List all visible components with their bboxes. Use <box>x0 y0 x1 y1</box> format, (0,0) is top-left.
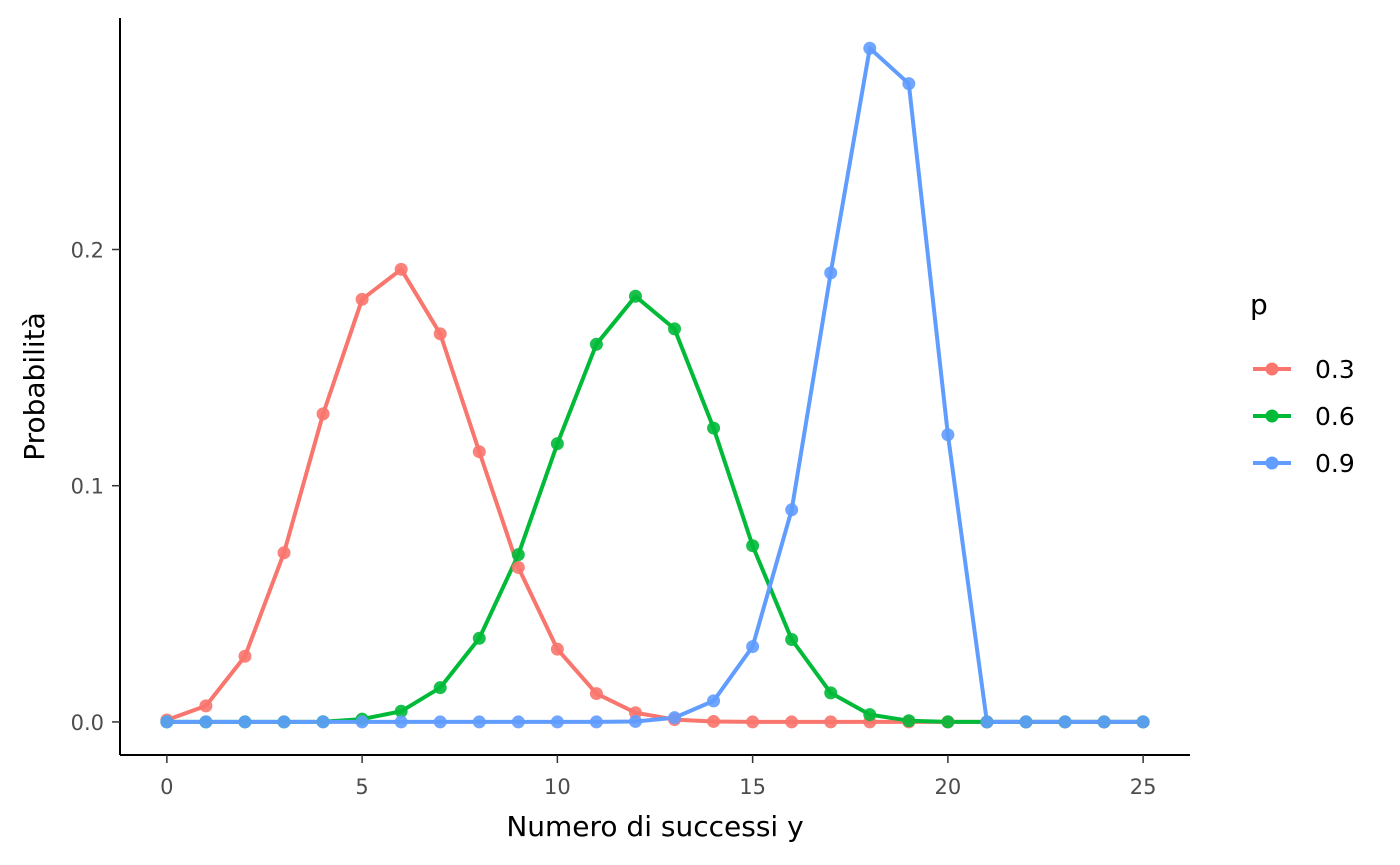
data-point-0.6 <box>824 686 838 700</box>
data-point-0.9 <box>589 715 603 729</box>
data-point-0.9 <box>785 503 799 517</box>
x-tick-label: 0 <box>160 775 173 799</box>
legend-item-0.6: 0.6 <box>1253 402 1355 431</box>
y-tick-label: 0.2 <box>71 238 104 262</box>
data-point-0.6 <box>472 631 486 645</box>
data-point-0.9 <box>707 694 721 708</box>
data-point-0.3 <box>472 445 486 459</box>
data-point-0.9 <box>511 715 525 729</box>
series-line-0.9 <box>166 46 1144 724</box>
series-points <box>160 41 1150 729</box>
legend-key-point <box>1265 362 1279 376</box>
data-point-0.9 <box>746 640 760 654</box>
data-point-0.6 <box>785 632 799 646</box>
data-point-0.9 <box>472 715 486 729</box>
data-point-0.3 <box>316 407 330 421</box>
series-lines <box>166 46 1144 724</box>
data-point-0.9 <box>668 711 682 725</box>
data-point-0.9 <box>199 715 213 729</box>
data-point-0.9 <box>1058 715 1072 729</box>
legend-label: 0.9 <box>1315 449 1355 478</box>
series-line-0.3 <box>166 267 1144 724</box>
data-point-0.9 <box>238 715 252 729</box>
legend-label: 0.3 <box>1315 355 1355 384</box>
data-point-0.6 <box>550 437 564 451</box>
data-point-0.9 <box>628 714 642 728</box>
x-tick-label: 15 <box>739 775 766 799</box>
data-point-0.9 <box>980 715 994 729</box>
data-point-0.9 <box>863 41 877 55</box>
data-point-0.9 <box>1097 715 1111 729</box>
y-axis-title: Probabilità <box>18 312 51 461</box>
data-point-0.3 <box>394 262 408 276</box>
data-point-0.3 <box>824 715 838 729</box>
data-point-0.6 <box>746 539 760 553</box>
data-point-0.9 <box>941 428 955 442</box>
legend: p 0.3 0.6 0.9 <box>1250 288 1355 478</box>
data-point-0.3 <box>707 714 721 728</box>
data-point-0.3 <box>511 560 525 574</box>
x-tick-label: 10 <box>544 775 571 799</box>
data-point-0.6 <box>863 708 877 722</box>
data-point-0.6 <box>394 704 408 718</box>
data-point-0.9 <box>902 77 916 91</box>
data-point-0.6 <box>511 548 525 562</box>
data-point-0.9 <box>394 715 408 729</box>
data-point-0.9 <box>1019 715 1033 729</box>
data-point-0.3 <box>589 687 603 701</box>
data-point-0.3 <box>550 642 564 656</box>
data-point-0.9 <box>316 715 330 729</box>
y-tick-label: 0.1 <box>71 475 104 499</box>
data-point-0.3 <box>238 649 252 663</box>
data-point-0.9 <box>433 715 447 729</box>
data-point-0.3 <box>433 327 447 341</box>
x-axis-ticks: 0 5 10 15 20 25 <box>160 755 1157 799</box>
x-tick-label: 5 <box>355 775 368 799</box>
legend-item-0.3: 0.3 <box>1253 355 1355 384</box>
data-point-0.3 <box>355 292 369 306</box>
legend-key-point <box>1265 409 1279 423</box>
data-point-0.9 <box>824 266 838 280</box>
data-point-0.6 <box>668 322 682 336</box>
data-point-0.6 <box>707 421 721 435</box>
series-line-0.6 <box>166 294 1144 724</box>
data-point-0.9 <box>160 715 174 729</box>
data-point-0.9 <box>277 715 291 729</box>
data-point-0.3 <box>277 546 291 560</box>
data-point-0.6 <box>902 714 916 728</box>
legend-key-point <box>1265 456 1279 470</box>
y-tick-label: 0.0 <box>71 711 104 735</box>
data-point-0.6 <box>941 715 955 729</box>
data-point-0.3 <box>199 699 213 713</box>
x-tick-label: 25 <box>1130 775 1157 799</box>
legend-title: p <box>1250 288 1268 321</box>
data-point-0.9 <box>550 715 564 729</box>
legend-item-0.9: 0.9 <box>1253 449 1355 478</box>
y-axis-ticks: 0.0 0.1 0.2 <box>71 238 120 735</box>
x-tick-label: 20 <box>935 775 962 799</box>
data-point-0.6 <box>433 681 447 695</box>
data-point-0.6 <box>589 337 603 351</box>
data-point-0.9 <box>1136 715 1150 729</box>
data-point-0.9 <box>355 715 369 729</box>
legend-label: 0.6 <box>1315 402 1355 431</box>
data-point-0.6 <box>628 289 642 303</box>
data-point-0.3 <box>746 715 760 729</box>
x-axis-title: Numero di successi y <box>506 810 803 843</box>
data-point-0.3 <box>785 715 799 729</box>
